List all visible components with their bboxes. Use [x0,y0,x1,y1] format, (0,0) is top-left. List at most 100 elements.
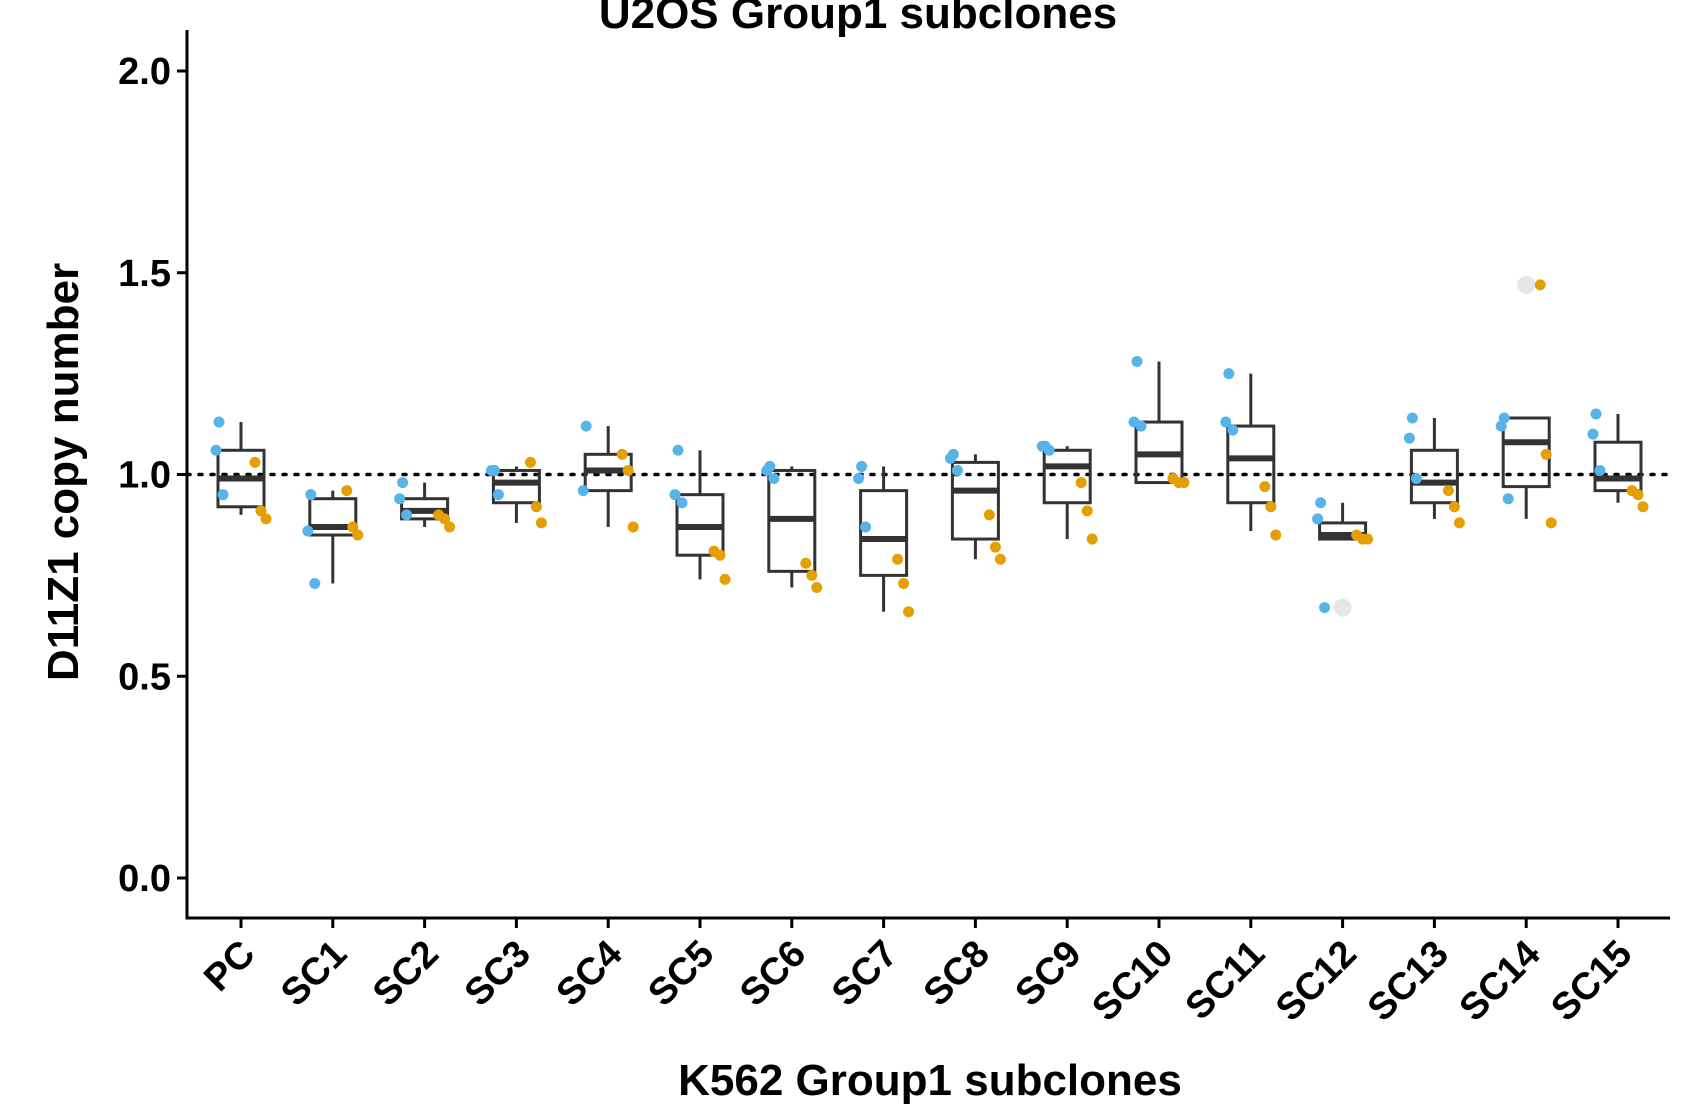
data-point-blue [944,452,956,464]
data-point-orange [249,456,261,468]
data-point-orange [1081,505,1093,517]
data-point-blue [1590,408,1602,420]
data-point-orange [1448,501,1460,513]
data-point-blue [1319,602,1331,614]
x-axis-title: K562 Group1 subclones [678,1056,1182,1105]
data-point-blue [856,460,868,472]
data-point-blue [669,489,681,501]
data-point-blue [397,477,409,489]
box-group-sc3: SC3 [457,456,547,1015]
data-point-orange [1540,448,1552,460]
data-point-blue [401,509,413,521]
data-point-orange [1259,481,1271,493]
data-point-blue [309,577,321,589]
data-point-blue [1502,493,1514,505]
data-point-blue [1594,464,1606,476]
data-point-orange [352,529,364,541]
x-tick-label: SC7 [824,933,906,1015]
data-point-blue [853,473,865,485]
data-point-orange [994,553,1006,565]
data-point-orange [892,553,904,565]
y-tick-label: 0.0 [118,858,171,900]
x-tick-label: SC12 [1268,933,1365,1030]
box-group-sc1: SC1 [273,485,364,1015]
box-group-sc15: SC15 [1543,408,1649,1030]
data-point-orange [255,505,267,517]
data-point-orange [1442,485,1454,497]
data-point-orange [1265,501,1277,513]
data-point-orange [439,513,451,525]
data-point-orange [260,513,272,525]
outlier-point [1517,275,1536,294]
y-tick-label: 1.5 [118,253,171,295]
data-point-blue [1315,497,1327,509]
outlier-point [1333,598,1352,617]
data-point-orange [1453,517,1465,529]
box-group-sc4: SC4 [549,420,639,1015]
data-point-blue [1043,444,1055,456]
data-point-orange [1178,477,1190,489]
x-tick-label: SC15 [1543,933,1640,1030]
box [1042,448,1092,505]
data-point-blue [1406,412,1418,424]
data-point-blue [217,489,229,501]
data-point-orange [989,541,1001,553]
data-point-orange [616,448,628,460]
chart-title: U2OS Group1 subclones [599,0,1117,38]
data-point-blue [1495,420,1507,432]
data-point-blue [580,420,592,432]
data-point-blue [1135,420,1147,432]
box [1593,440,1643,493]
box-group-sc6: SC6 [732,460,823,1015]
data-point-orange [1632,489,1644,501]
box-group-sc10: SC10 [1084,356,1190,1030]
y-axis-title: D11Z1 copy number [39,263,88,681]
data-point-blue [1131,356,1143,368]
x-tick-label: SC14 [1452,933,1549,1030]
x-tick-label: SC4 [549,933,631,1015]
data-point-orange [1075,477,1087,489]
box [491,468,541,505]
data-point-blue [768,473,780,485]
data-point-orange [1270,529,1282,541]
data-point-blue [761,464,773,476]
data-point-blue [577,485,589,497]
y-tick-label: 2.0 [118,51,171,93]
box-group-sc5: SC5 [640,444,731,1015]
x-tick-label: PC [196,933,263,1000]
data-point-orange [530,501,542,513]
data-point-blue [951,464,963,476]
data-point-blue [676,497,688,509]
data-point-orange [714,549,726,561]
data-point-orange [903,606,915,618]
data-point-orange [622,464,634,476]
x-tick-label: SC13 [1360,933,1457,1030]
y-tick-label: 0.5 [118,656,171,698]
data-point-blue [672,444,684,456]
data-point-blue [492,489,504,501]
data-point-orange [1545,517,1557,529]
data-point-orange [627,521,639,533]
data-point-orange [341,485,353,497]
data-point-blue [1403,432,1415,444]
data-point-blue [1410,473,1422,485]
data-point-blue [1312,513,1324,525]
x-tick-label: SC6 [732,933,814,1015]
plot-area: 0.00.51.01.52.0PC SC1 SC2 SC3 SC4 SC5 SC6 SC7 SC… [118,30,1672,1030]
box-group-sc9: SC9 [1008,440,1098,1015]
box [308,497,358,537]
data-point-orange [535,517,547,529]
box-group-pc: PC [196,416,272,1000]
x-tick-label: SC9 [1008,933,1090,1015]
data-point-blue [1587,428,1599,440]
data-point-blue [485,464,497,476]
data-point-orange [524,456,536,468]
box-group-sc8: SC8 [916,448,1006,1015]
data-point-orange [1637,501,1649,513]
data-point-blue [1223,368,1235,380]
x-tick-label: SC3 [457,933,539,1015]
data-point-blue [213,416,225,428]
data-point-blue [305,489,317,501]
data-point-blue [210,444,222,456]
